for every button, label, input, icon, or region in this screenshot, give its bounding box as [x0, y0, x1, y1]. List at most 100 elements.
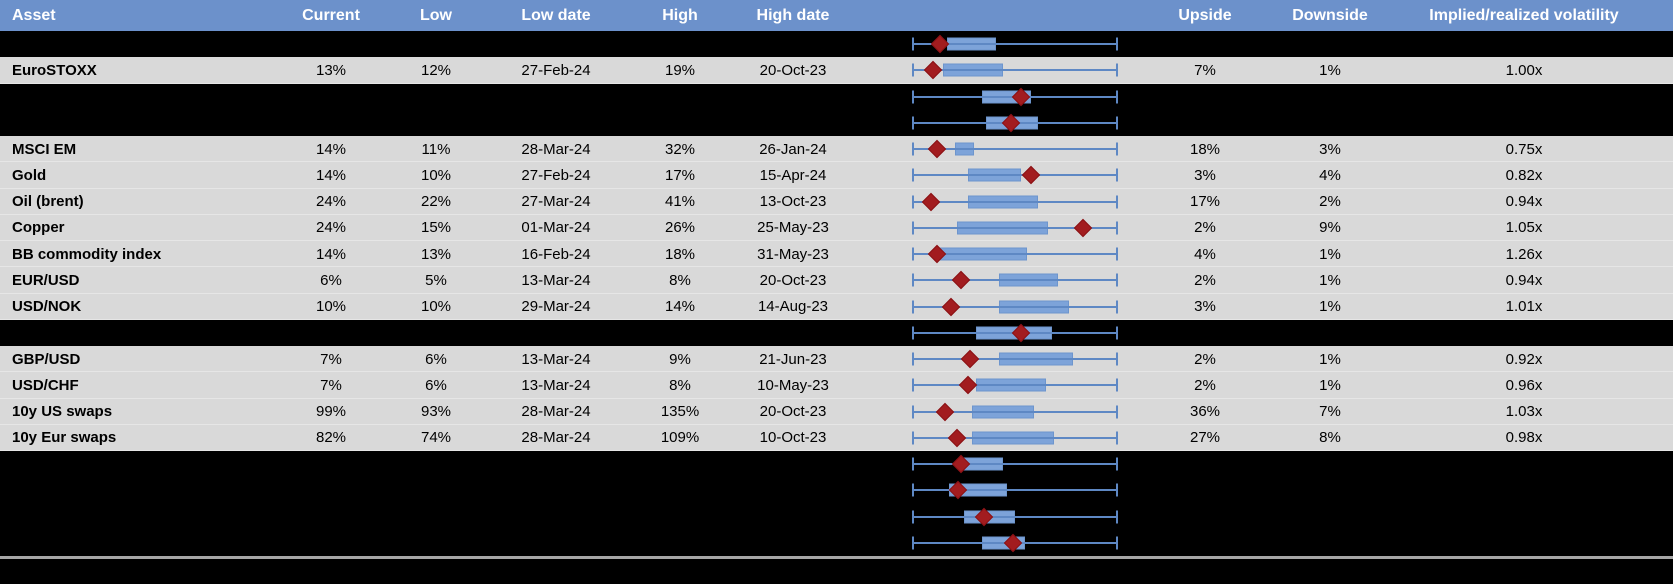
boxplot-whisker-line — [912, 148, 1118, 151]
column-header-implied-realized-volatility: Implied/realized volatility — [1429, 6, 1619, 24]
asset-name: EUR/USD — [12, 271, 80, 289]
boxplot-whisker-line — [912, 279, 1118, 282]
boxplot-left-cap — [912, 431, 914, 445]
boxplot-current-diamond — [948, 428, 967, 448]
low-date: 28-Mar-24 — [521, 140, 591, 158]
range-boxplot — [912, 372, 1118, 398]
low-date: 27-Feb-24 — [521, 166, 591, 184]
current-value: 99% — [315, 403, 347, 421]
low-value: 5% — [425, 271, 447, 289]
boxplot-current-diamond — [1022, 166, 1041, 185]
upside-value: 18% — [1189, 140, 1221, 158]
low-date: 13-Mar-24 — [521, 271, 591, 289]
range-boxplot — [912, 346, 1118, 372]
boxplot-right-cap — [1116, 116, 1118, 130]
boxplot-right-cap — [1116, 90, 1118, 104]
boxplot-cell — [848, 162, 1125, 188]
high-value: 19% — [664, 61, 696, 79]
implied-realized-value: 0.92x — [1505, 350, 1543, 368]
table-row: Oil (brent) 24% 22% 27-Mar-24 41% 13-Oct… — [0, 188, 1673, 215]
implied-realized-value: 1.03x — [1505, 403, 1543, 421]
low-date: 29-Mar-24 — [521, 298, 591, 316]
asset-name: MSCI EM — [12, 140, 77, 158]
current-value: 7% — [320, 350, 342, 368]
low-value: 10% — [420, 298, 452, 316]
upside-value: 17% — [1189, 193, 1221, 211]
boxplot-cell — [848, 110, 1125, 136]
boxplot-right-cap — [1116, 195, 1118, 209]
high-value: 17% — [664, 166, 696, 184]
boxplot-cell — [848, 504, 1125, 530]
boxplot-right-cap — [1116, 431, 1118, 445]
range-boxplot — [912, 189, 1118, 215]
upside-value: 2% — [1194, 350, 1216, 368]
boxplot-left-cap — [912, 483, 914, 497]
range-boxplot — [912, 399, 1118, 425]
downside-value: 1% — [1319, 376, 1341, 394]
table-row: Gold 14% 10% 27-Feb-24 17% 15-Apr-24 3% … — [0, 162, 1673, 189]
high-date: 15-Apr-24 — [759, 166, 827, 184]
column-header-high: High — [662, 6, 698, 24]
table-row: USD/CHF 7% 6% 13-Mar-24 8% 10-May-23 2% … — [0, 372, 1673, 399]
high-date: 13-Oct-23 — [759, 193, 827, 211]
table-row — [0, 31, 1673, 58]
high-value: 109% — [660, 429, 700, 447]
upside-value: 3% — [1194, 298, 1216, 316]
table-row: EuroSTOXX 13% 12% 27-Feb-24 19% 20-Oct-2… — [0, 57, 1673, 84]
table-row — [0, 83, 1673, 110]
low-value: 6% — [425, 350, 447, 368]
upside-value: 27% — [1189, 429, 1221, 447]
boxplot-cell — [848, 241, 1125, 267]
high-value: 18% — [664, 245, 696, 263]
downside-value: 7% — [1319, 403, 1341, 421]
low-date: 01-Mar-24 — [521, 219, 591, 237]
range-boxplot — [912, 162, 1118, 188]
high-date: 26-Jan-24 — [759, 140, 827, 158]
boxplot-whisker-line — [912, 226, 1118, 229]
table-row: EUR/USD 6% 5% 13-Mar-24 8% 20-Oct-23 2% … — [0, 267, 1673, 294]
boxplot-whisker-line — [912, 305, 1118, 308]
low-value: 74% — [420, 429, 452, 447]
boxplot-left-cap — [912, 352, 914, 366]
table-row: 10y Eur swaps 82% 74% 28-Mar-24 109% 10-… — [0, 424, 1673, 451]
boxplot-right-cap — [1116, 221, 1118, 235]
downside-value: 1% — [1319, 61, 1341, 79]
asset-name: 10y US swaps — [12, 403, 113, 421]
high-date: 21-Jun-23 — [759, 350, 827, 368]
boxplot-right-cap — [1116, 300, 1118, 314]
boxplot-right-cap — [1116, 483, 1118, 497]
boxplot-right-cap — [1116, 457, 1118, 471]
low-value: 11% — [421, 140, 451, 158]
high-value: 14% — [664, 298, 696, 316]
high-value: 32% — [664, 140, 696, 158]
boxplot-left-cap — [912, 195, 914, 209]
boxplot-left-cap — [912, 378, 914, 392]
table-row: Copper 24% 15% 01-Mar-24 26% 25-May-23 2… — [0, 214, 1673, 241]
boxplot-current-diamond — [958, 376, 977, 395]
implied-realized-value: 0.75x — [1505, 140, 1543, 158]
range-boxplot — [912, 320, 1118, 346]
low-date: 28-Mar-24 — [521, 429, 591, 447]
range-boxplot — [912, 136, 1118, 162]
range-boxplot — [912, 215, 1118, 241]
high-date: 20-Oct-23 — [759, 271, 827, 289]
low-value: 93% — [420, 403, 452, 421]
boxplot-cell — [848, 267, 1125, 293]
asset-name: USD/CHF — [12, 376, 79, 394]
column-header-low: Low — [420, 6, 452, 24]
asset-name: BB commodity index — [12, 245, 162, 263]
boxplot-cell — [848, 189, 1125, 215]
range-boxplot — [912, 84, 1118, 110]
downside-value: 1% — [1319, 245, 1341, 263]
boxplot-left-cap — [912, 300, 914, 314]
downside-value: 4% — [1319, 166, 1341, 184]
upside-value: 3% — [1194, 166, 1216, 184]
upside-value: 2% — [1194, 376, 1216, 394]
high-value: 8% — [669, 271, 691, 289]
current-value: 6% — [320, 271, 342, 289]
table-row — [0, 319, 1673, 346]
boxplot-left-cap — [912, 221, 914, 235]
current-value: 24% — [315, 193, 347, 211]
column-header-asset: Asset — [12, 6, 56, 24]
boxplot-cell — [848, 399, 1125, 425]
